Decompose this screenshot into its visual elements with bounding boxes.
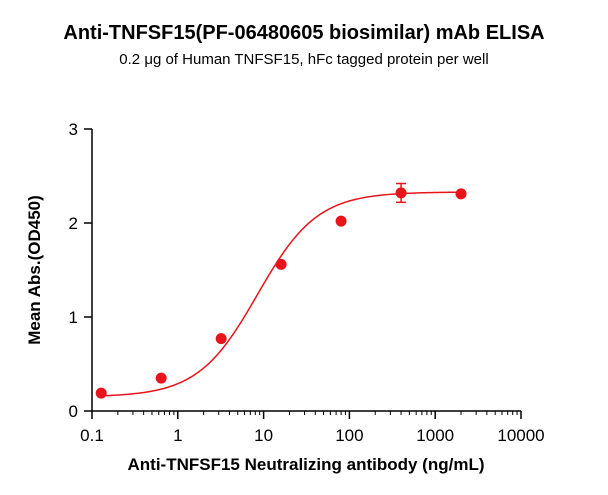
x-tick-label: 10: [254, 426, 273, 445]
y-axis: 0 1 2 3: [69, 120, 93, 421]
x-axis-title: Anti-TNFSF15 Neutralizing antibody (ng/m…: [128, 455, 485, 474]
x-axis: 0.1 1 10 100 1000 10000: [80, 410, 545, 445]
y-tick-label: 2: [69, 214, 78, 233]
data-point: [155, 372, 167, 384]
data-point: [455, 188, 467, 200]
data-point: [335, 215, 347, 227]
x-tick-label: 1: [173, 426, 182, 445]
y-axis-title: Mean Abs.(OD450): [25, 195, 44, 345]
data-point: [95, 387, 107, 399]
y-tick-label: 3: [69, 120, 78, 139]
x-tick-label: 0.1: [80, 426, 104, 445]
fit-curve: [101, 191, 462, 397]
data-point: [395, 187, 407, 199]
data-point: [275, 258, 287, 270]
plot-area: [95, 182, 467, 399]
x-tick-label: 1000: [416, 426, 454, 445]
y-tick-label: 0: [69, 402, 78, 421]
chart-subtitle: 0.2 μg of Human TNFSF15, hFc tagged prot…: [119, 51, 489, 68]
x-tick-label: 100: [335, 426, 363, 445]
chart-title: Anti-TNFSF15(PF-06480605 biosimilar) mAb…: [63, 22, 545, 44]
x-tick-label: 10000: [497, 426, 544, 445]
y-tick-label: 1: [69, 308, 78, 327]
data-point: [215, 333, 227, 345]
